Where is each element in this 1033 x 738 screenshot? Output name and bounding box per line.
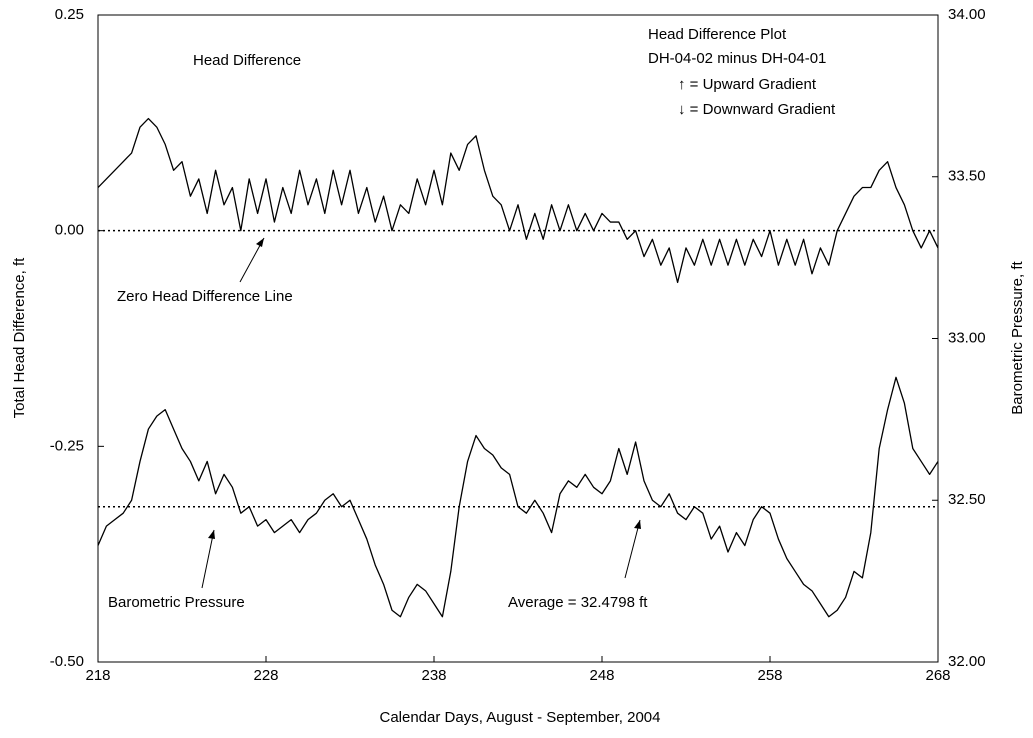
y2-tick-label: 33.50: [948, 168, 986, 185]
arrow: [201, 529, 215, 589]
annotation: Head Difference Plot: [648, 26, 787, 43]
y-tick-label: 0.00: [55, 222, 84, 239]
x-tick-label: 218: [85, 667, 110, 684]
x-axis-label: Calendar Days, August - September, 2004: [379, 709, 660, 726]
annotation: ↓ = Downward Gradient: [678, 101, 836, 118]
x-tick-label: 238: [421, 667, 446, 684]
annotation: Zero Head Difference Line: [117, 288, 293, 305]
arrow-head: [634, 520, 641, 529]
arrow-head: [208, 530, 215, 539]
data-line: [97, 117, 939, 284]
annotation: Head Difference: [193, 52, 301, 69]
data-line: [97, 376, 939, 618]
x-tick-label: 228: [253, 667, 278, 684]
y-tick-label: -0.50: [50, 653, 84, 670]
y2-tick-label: 32.00: [948, 653, 986, 670]
annotation: ↑ = Upward Gradient: [678, 76, 817, 93]
y2-tick-label: 33.00: [948, 329, 986, 346]
y-tick-label: 0.25: [55, 6, 84, 23]
x-tick-label: 248: [589, 667, 614, 684]
y-tick-label: -0.25: [50, 437, 84, 454]
annotation: DH-04-02 minus DH-04-01: [648, 50, 826, 67]
y2-tick-label: 34.00: [948, 6, 986, 23]
y-axis-label: Total Head Difference, ft: [11, 257, 28, 418]
y2-axis-label: Barometric Pressure, ft: [1009, 260, 1026, 414]
arrow-head: [256, 238, 264, 247]
x-tick-label: 258: [757, 667, 782, 684]
y2-tick-label: 32.50: [948, 491, 986, 508]
x-tick-label: 268: [925, 667, 950, 684]
annotation: Average = 32.4798 ft: [508, 594, 648, 611]
arrow: [624, 519, 641, 579]
annotation: Barometric Pressure: [108, 594, 245, 611]
